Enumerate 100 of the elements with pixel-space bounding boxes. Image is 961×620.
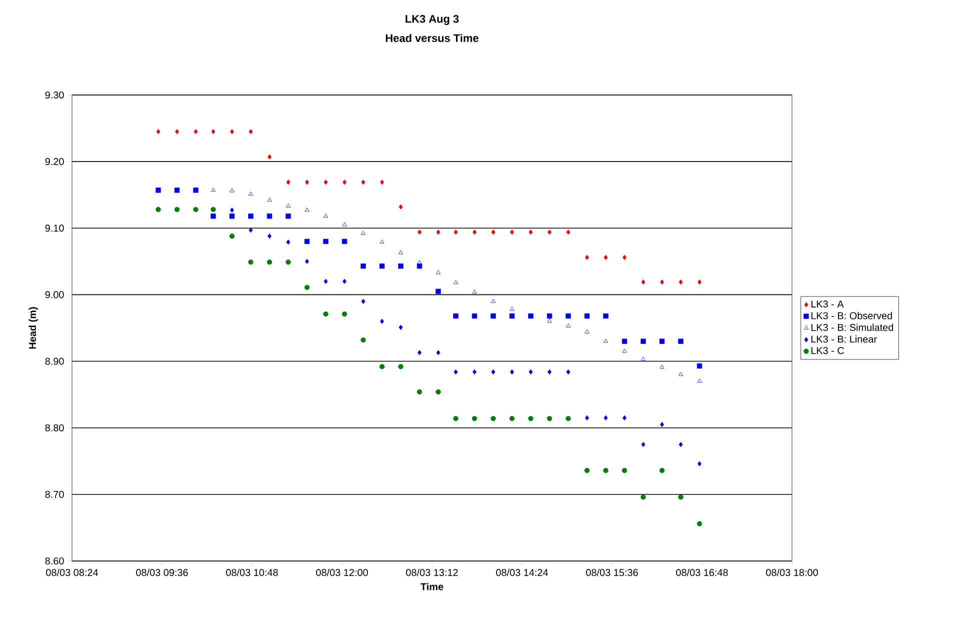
y-tick-label: 8.70 — [45, 490, 64, 498]
point — [361, 298, 366, 304]
point — [603, 338, 608, 343]
point — [566, 369, 570, 375]
chart-subtitle: Head versus Time — [386, 34, 478, 42]
point — [472, 313, 478, 319]
point — [266, 259, 272, 265]
point — [603, 313, 608, 319]
x-tick-label: 08/03 13:12 — [406, 568, 458, 576]
point — [584, 313, 590, 319]
point — [659, 338, 665, 344]
point — [546, 313, 552, 319]
point — [453, 313, 458, 319]
point — [417, 260, 422, 264]
point — [342, 238, 348, 244]
point — [156, 129, 160, 134]
point — [697, 378, 702, 383]
point — [490, 298, 496, 303]
legend-label: LK3 - A — [811, 300, 844, 308]
point — [398, 364, 404, 370]
point — [678, 494, 684, 500]
point — [436, 288, 441, 294]
point — [436, 389, 441, 394]
legend-label: LK3 - B: Observed — [811, 312, 892, 320]
point — [211, 129, 216, 134]
point — [194, 129, 198, 134]
point — [175, 129, 179, 134]
point — [418, 350, 422, 356]
point — [230, 208, 234, 213]
point — [379, 364, 385, 370]
point — [566, 230, 570, 235]
point — [174, 206, 180, 212]
point — [547, 318, 552, 323]
point — [546, 416, 552, 422]
point — [398, 263, 404, 269]
point — [324, 278, 328, 284]
point — [509, 313, 515, 319]
x-tick-label: 08/03 10:48 — [226, 568, 278, 576]
point — [418, 230, 422, 235]
point — [566, 416, 571, 422]
point — [156, 206, 161, 212]
point — [491, 230, 496, 235]
point — [584, 329, 590, 334]
point — [528, 416, 534, 422]
point — [304, 208, 310, 212]
point — [528, 313, 534, 319]
point — [380, 240, 384, 244]
point — [490, 416, 496, 422]
point — [472, 230, 476, 235]
y-tick-label: 8.60 — [45, 557, 64, 565]
point — [229, 234, 235, 239]
point — [510, 230, 514, 235]
point — [286, 240, 290, 245]
point — [156, 188, 161, 193]
point — [380, 180, 384, 185]
point — [622, 338, 628, 344]
point — [453, 416, 458, 422]
point — [678, 372, 684, 376]
point — [416, 389, 422, 394]
x-tick-label: 08/03 15:36 — [586, 568, 638, 576]
point — [342, 278, 347, 284]
point — [174, 188, 180, 193]
point — [266, 214, 272, 219]
point — [566, 313, 571, 319]
point — [472, 289, 477, 294]
point — [696, 521, 702, 526]
point — [398, 204, 403, 210]
point — [454, 230, 458, 235]
legend-label: LK3 - B: Simulated — [811, 324, 894, 331]
point — [641, 442, 646, 448]
point — [248, 228, 253, 233]
point — [230, 129, 234, 134]
y-tick-label: 9.30 — [45, 91, 64, 99]
point — [491, 369, 496, 375]
point — [361, 180, 366, 185]
point — [622, 348, 627, 353]
y-axis-title: Head (m) — [28, 307, 38, 349]
point — [305, 180, 309, 185]
point — [286, 259, 291, 265]
point — [248, 129, 253, 134]
point — [248, 259, 254, 265]
point — [398, 250, 404, 254]
point — [324, 180, 328, 185]
point — [566, 323, 571, 328]
point — [528, 230, 533, 235]
point — [229, 214, 235, 219]
x-tick-label: 08/03 12:00 — [316, 568, 368, 576]
point — [248, 214, 254, 219]
point — [210, 214, 216, 219]
point — [380, 318, 384, 324]
point — [286, 180, 290, 185]
point — [696, 363, 702, 369]
point — [323, 311, 328, 317]
point — [193, 206, 198, 212]
point — [230, 188, 234, 192]
point — [622, 415, 626, 420]
point — [323, 238, 328, 244]
point — [584, 468, 590, 474]
point — [659, 468, 665, 474]
point — [268, 154, 272, 160]
